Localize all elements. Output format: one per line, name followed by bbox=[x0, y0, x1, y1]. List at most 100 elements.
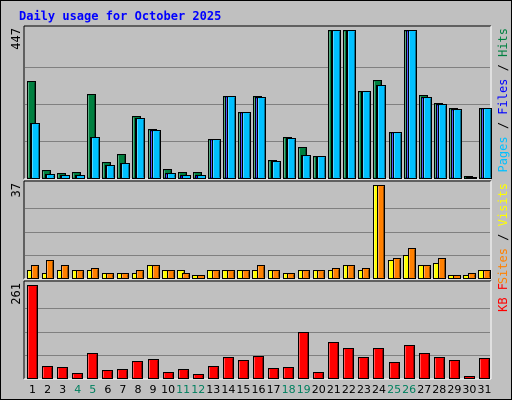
day-label-19: 19 bbox=[297, 383, 311, 396]
day-label-1: 1 bbox=[29, 383, 36, 396]
bar-kb-f-day-31 bbox=[479, 358, 490, 379]
bar-pages-day-27 bbox=[423, 97, 432, 179]
bar-sites-day-28 bbox=[438, 258, 446, 279]
bar-kb-f-day-2 bbox=[42, 366, 53, 379]
bar-pages-day-8 bbox=[136, 118, 145, 179]
bar-pages-day-21 bbox=[332, 30, 341, 179]
day-label-11: 11 bbox=[176, 383, 190, 396]
bar-kb-f-day-20 bbox=[313, 372, 324, 379]
bar-kb-f-day-26 bbox=[404, 345, 415, 379]
day-label-26: 26 bbox=[402, 383, 416, 396]
day-label-8: 8 bbox=[134, 383, 141, 396]
bar-sites-day-3 bbox=[61, 265, 69, 279]
legend-entry: Files bbox=[496, 79, 510, 115]
bar-kb-f-day-19 bbox=[298, 332, 309, 379]
day-label-17: 17 bbox=[267, 383, 281, 396]
legend-entry: Sites bbox=[496, 248, 510, 284]
bar-kb-f-day-29 bbox=[449, 360, 460, 379]
bar-pages-day-4 bbox=[76, 175, 85, 179]
bar-kb-f-day-7 bbox=[117, 369, 128, 379]
bar-kb-f-day-14 bbox=[223, 357, 234, 379]
bar-sites-day-21 bbox=[332, 268, 340, 279]
bar-sites-day-15 bbox=[242, 270, 250, 279]
bar-kb-f-day-8 bbox=[132, 361, 143, 379]
bar-pages-day-20 bbox=[317, 156, 326, 179]
bar-pages-day-22 bbox=[347, 30, 356, 179]
bar-pages-day-28 bbox=[438, 104, 447, 179]
bar-pages-day-10 bbox=[167, 173, 176, 179]
bar-pages-day-15 bbox=[242, 112, 251, 179]
day-label-7: 7 bbox=[119, 383, 126, 396]
day-label-30: 30 bbox=[462, 383, 476, 396]
bar-sites-day-25 bbox=[393, 258, 401, 279]
bar-sites-day-6 bbox=[106, 273, 114, 279]
bar-pages-day-16 bbox=[257, 97, 266, 179]
bar-kb-f-day-21 bbox=[328, 342, 339, 379]
day-label-28: 28 bbox=[432, 383, 446, 396]
bar-sites-day-29 bbox=[453, 275, 461, 279]
bar-kb-f-day-12 bbox=[193, 374, 204, 379]
bar-pages-day-12 bbox=[197, 175, 206, 179]
bar-kb-f-day-17 bbox=[268, 368, 279, 379]
panel-visits-sites-max-label: 37 bbox=[9, 183, 23, 197]
bar-sites-day-11 bbox=[182, 273, 190, 279]
day-label-15: 15 bbox=[236, 383, 250, 396]
bar-pages-day-26 bbox=[408, 30, 417, 179]
bar-kb-f-day-1 bbox=[27, 285, 38, 379]
day-label-18: 18 bbox=[282, 383, 296, 396]
bar-pages-day-30 bbox=[468, 177, 477, 179]
day-label-22: 22 bbox=[342, 383, 356, 396]
day-label-16: 16 bbox=[252, 383, 266, 396]
bar-kb-f-day-6 bbox=[102, 370, 113, 379]
legend-entry: Pages bbox=[496, 136, 510, 172]
bar-pages-day-5 bbox=[91, 137, 100, 179]
bar-sites-day-5 bbox=[91, 268, 99, 279]
bar-sites-day-19 bbox=[302, 270, 310, 279]
bar-pages-day-31 bbox=[483, 108, 492, 179]
legend-entry: / bbox=[496, 115, 510, 137]
day-label-14: 14 bbox=[221, 383, 235, 396]
bar-sites-day-13 bbox=[212, 270, 220, 279]
day-label-6: 6 bbox=[104, 383, 111, 396]
day-label-4: 4 bbox=[74, 383, 81, 396]
day-label-24: 24 bbox=[372, 383, 386, 396]
day-label-21: 21 bbox=[327, 383, 341, 396]
day-label-3: 3 bbox=[59, 383, 66, 396]
chart-title: Daily usage for October 2025 bbox=[19, 9, 221, 23]
bar-kb-f-day-4 bbox=[72, 373, 83, 379]
bar-pages-day-19 bbox=[302, 155, 311, 179]
bar-sites-day-7 bbox=[121, 273, 129, 279]
bar-kb-f-day-27 bbox=[419, 353, 430, 379]
bar-sites-day-12 bbox=[197, 275, 205, 279]
bar-sites-day-27 bbox=[423, 265, 431, 279]
bar-sites-day-18 bbox=[287, 273, 295, 279]
bar-pages-day-13 bbox=[212, 139, 221, 179]
day-label-12: 12 bbox=[191, 383, 205, 396]
day-label-9: 9 bbox=[150, 383, 157, 396]
bar-kb-f-day-9 bbox=[148, 359, 159, 379]
bar-kb-f-day-5 bbox=[87, 353, 98, 379]
bar-kb-f-day-23 bbox=[358, 357, 369, 379]
bar-sites-day-26 bbox=[408, 248, 416, 279]
day-label-29: 29 bbox=[447, 383, 461, 396]
bar-kb-f-day-18 bbox=[283, 367, 294, 379]
bar-sites-day-9 bbox=[152, 265, 160, 279]
bar-sites-day-31 bbox=[483, 270, 491, 279]
legend-entry: / bbox=[496, 226, 510, 248]
day-label-25: 25 bbox=[387, 383, 401, 396]
bar-pages-day-25 bbox=[393, 132, 402, 179]
day-label-20: 20 bbox=[312, 383, 326, 396]
day-label-23: 23 bbox=[357, 383, 371, 396]
bar-sites-day-17 bbox=[272, 270, 280, 279]
day-label-27: 27 bbox=[417, 383, 431, 396]
bar-sites-day-30 bbox=[468, 273, 476, 279]
bar-pages-day-9 bbox=[152, 130, 161, 179]
bar-sites-day-1 bbox=[31, 265, 39, 279]
bar-kb-f-day-15 bbox=[238, 360, 249, 379]
bar-sites-day-22 bbox=[347, 265, 355, 279]
bar-pages-day-23 bbox=[362, 91, 371, 179]
bar-sites-day-24 bbox=[377, 185, 385, 279]
bar-pages-day-6 bbox=[106, 165, 115, 179]
panel-hits-files-pages-max-label: 447 bbox=[9, 28, 23, 50]
bar-sites-day-2 bbox=[46, 260, 54, 279]
